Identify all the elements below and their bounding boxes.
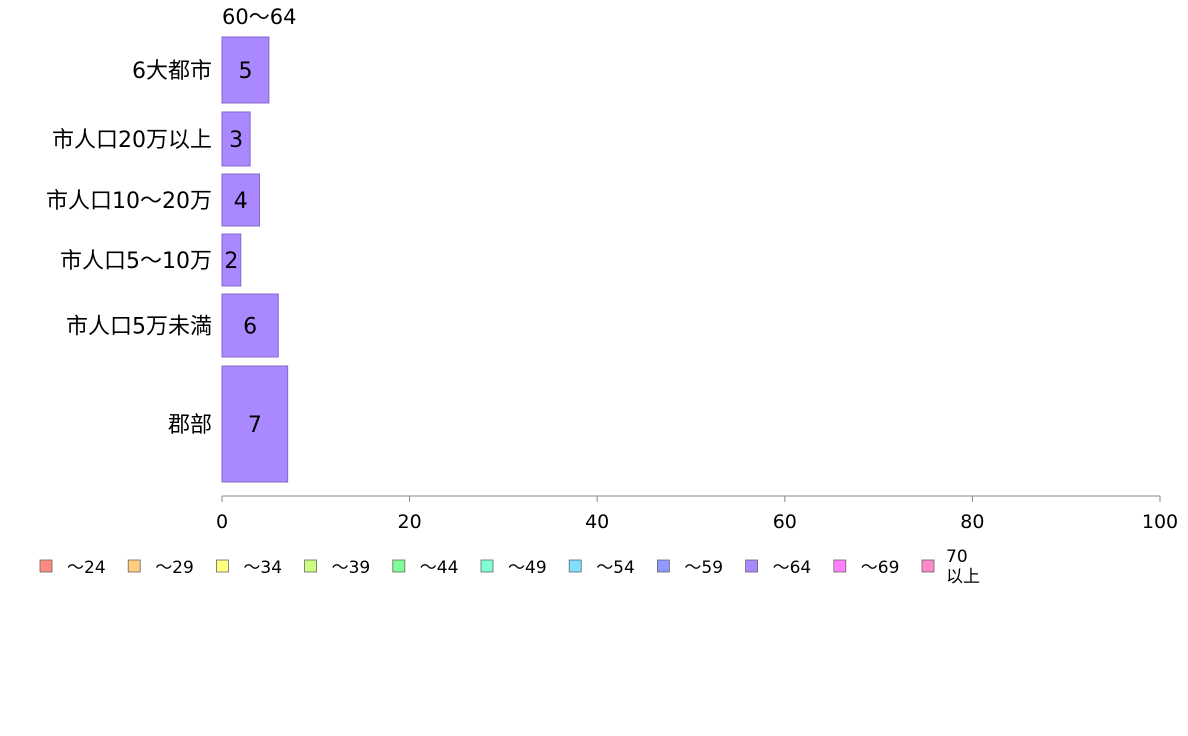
legend-swatch	[568, 559, 582, 573]
legend-label: 〜39	[332, 558, 371, 578]
x-tick-label: 60	[773, 511, 797, 533]
legend-item: 〜34	[215, 558, 282, 578]
x-tick-label: 80	[960, 511, 984, 533]
legend-swatch	[480, 559, 494, 573]
legend-item: 〜44	[392, 558, 459, 578]
legend-item: 〜24	[39, 558, 106, 578]
legend-label: 〜24	[67, 558, 106, 578]
x-axis: 0 20 40 60 80 100	[216, 495, 1178, 533]
legend-swatch	[833, 559, 847, 573]
legend-swatch	[392, 559, 406, 573]
bar	[221, 233, 242, 287]
x-tick-label: 100	[1142, 511, 1178, 533]
bar	[221, 36, 270, 104]
x-tick-label: 20	[398, 511, 422, 533]
category-label: 市人口5万未満	[66, 315, 212, 340]
legend-swatch	[921, 559, 935, 573]
legend-label: 〜69	[861, 558, 900, 578]
legend-swatch	[745, 559, 758, 573]
bar-value-label: 3	[229, 128, 243, 153]
category-label: 6大都市	[132, 59, 212, 84]
legend-swatch	[127, 559, 141, 573]
legend-item: 〜39	[304, 558, 371, 578]
category-label: 市人口20万以上	[52, 128, 212, 153]
legend-item: 〜69	[833, 558, 900, 578]
legend-item: 70 以上	[921, 547, 980, 587]
bar-value-label: 5	[238, 59, 252, 84]
legend-item: 〜29	[127, 558, 194, 578]
bar	[221, 111, 251, 167]
legend-label: 〜44	[420, 558, 459, 578]
legend-label: 〜49	[508, 558, 547, 578]
legend: 〜24 〜29 〜34 〜39 〜44 〜49 〜54 〜59 〜64 〜69 70 以上	[39, 547, 980, 587]
bar-value-label: 7	[248, 413, 262, 438]
legend-item: 〜59	[657, 558, 723, 578]
legend-swatch	[39, 559, 53, 573]
bars-group: 5 3 4 2 6 7	[221, 36, 289, 483]
legend-swatch	[304, 559, 318, 573]
category-label: 市人口10〜20万	[46, 189, 212, 214]
legend-label: 〜64	[773, 558, 812, 578]
legend-item: 〜49	[480, 558, 547, 578]
legend-label: 〜59	[684, 558, 723, 578]
legend-label: 70 以上	[946, 547, 980, 587]
legend-swatch	[657, 559, 670, 573]
category-label: 市人口5〜10万	[60, 249, 212, 274]
x-tick-label: 0	[216, 511, 228, 533]
legend-swatch	[215, 559, 229, 573]
series-label: 60〜64	[222, 5, 296, 29]
legend-label: 〜34	[243, 558, 282, 578]
legend-item: 〜54	[568, 558, 635, 578]
legend-item: 〜64	[745, 558, 812, 578]
x-tick-label: 40	[585, 511, 609, 533]
bar-value-label: 4	[234, 189, 248, 214]
category-label: 郡部	[168, 413, 212, 438]
bar	[221, 365, 289, 483]
legend-label: 〜29	[155, 558, 194, 578]
bar-value-label: 2	[224, 249, 238, 274]
bar-value-label: 6	[243, 315, 257, 340]
legend-label: 〜54	[596, 558, 635, 578]
bar	[221, 293, 279, 358]
bar	[221, 173, 261, 227]
